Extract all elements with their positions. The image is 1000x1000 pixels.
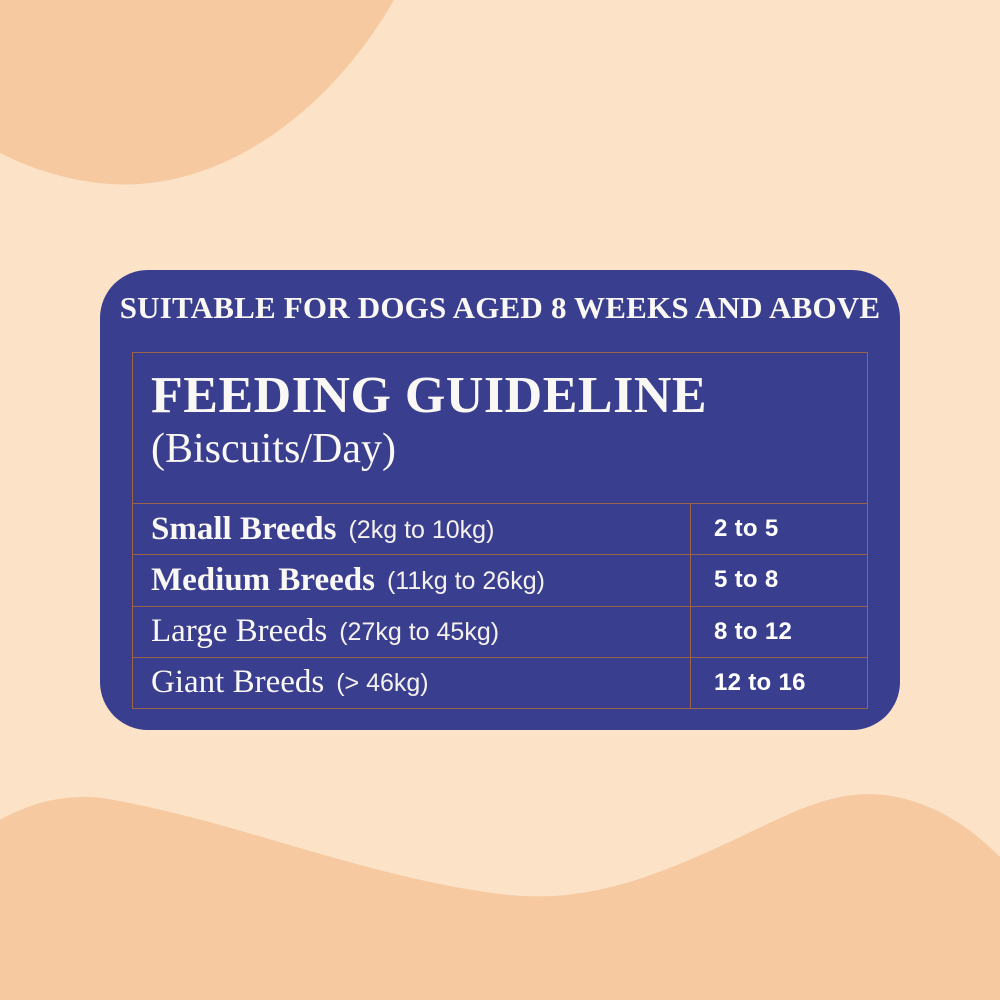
table-title-cell: FEEDING GUIDELINE (Biscuits/Day) — [133, 353, 867, 503]
breed-label-cell: Medium Breeds (11kg to 26kg) — [133, 555, 691, 606]
breed-name: Medium Breeds — [151, 561, 375, 598]
suitability-header: SUITABLE FOR DOGS AGED 8 WEEKS AND ABOVE — [119, 290, 881, 325]
biscuits-per-day-value: 12 to 16 — [714, 668, 806, 696]
breed-weight-range: (11kg to 26kg) — [386, 566, 545, 595]
feeding-guideline-card: SUITABLE FOR DOGS AGED 8 WEEKS AND ABOVE… — [100, 270, 900, 730]
breed-name: Giant Breeds — [151, 664, 325, 701]
breed-name: Small Breeds — [151, 510, 337, 547]
table-row-medium-breeds: Medium Breeds (11kg to 26kg) 5 to 8 — [133, 554, 867, 606]
table-subtitle: (Biscuits/Day) — [151, 426, 396, 473]
feeding-guideline-table: FEEDING GUIDELINE (Biscuits/Day) Small B… — [132, 352, 868, 709]
breed-label-cell: Small Breeds (2kg to 10kg) — [133, 504, 691, 555]
background-blob-bottom-wave — [0, 794, 1000, 1000]
table-row-small-breeds: Small Breeds (2kg to 10kg) 2 to 5 — [133, 503, 867, 555]
breed-label-cell: Large Breeds (27kg to 45kg) — [133, 606, 691, 657]
table-row-large-breeds: Large Breeds (27kg to 45kg) 8 to 12 — [133, 605, 867, 657]
biscuits-per-day-value: 2 to 5 — [714, 515, 779, 543]
breed-weight-range: (> 46kg) — [336, 669, 429, 698]
breed-weight-range: (2kg to 10kg) — [348, 515, 495, 544]
breed-label-cell: Giant Breeds (> 46kg) — [133, 657, 691, 708]
breed-name: Large Breeds — [151, 613, 328, 650]
biscuits-per-day-value: 5 to 8 — [714, 566, 779, 594]
table-row-giant-breeds: Giant Breeds (> 46kg) 12 to 16 — [133, 656, 867, 708]
background-blob-top-left — [0, 0, 394, 185]
table-title: FEEDING GUIDELINE — [151, 367, 708, 424]
biscuits-per-day-value: 8 to 12 — [714, 617, 793, 645]
breed-weight-range: (27kg to 45kg) — [339, 618, 500, 647]
